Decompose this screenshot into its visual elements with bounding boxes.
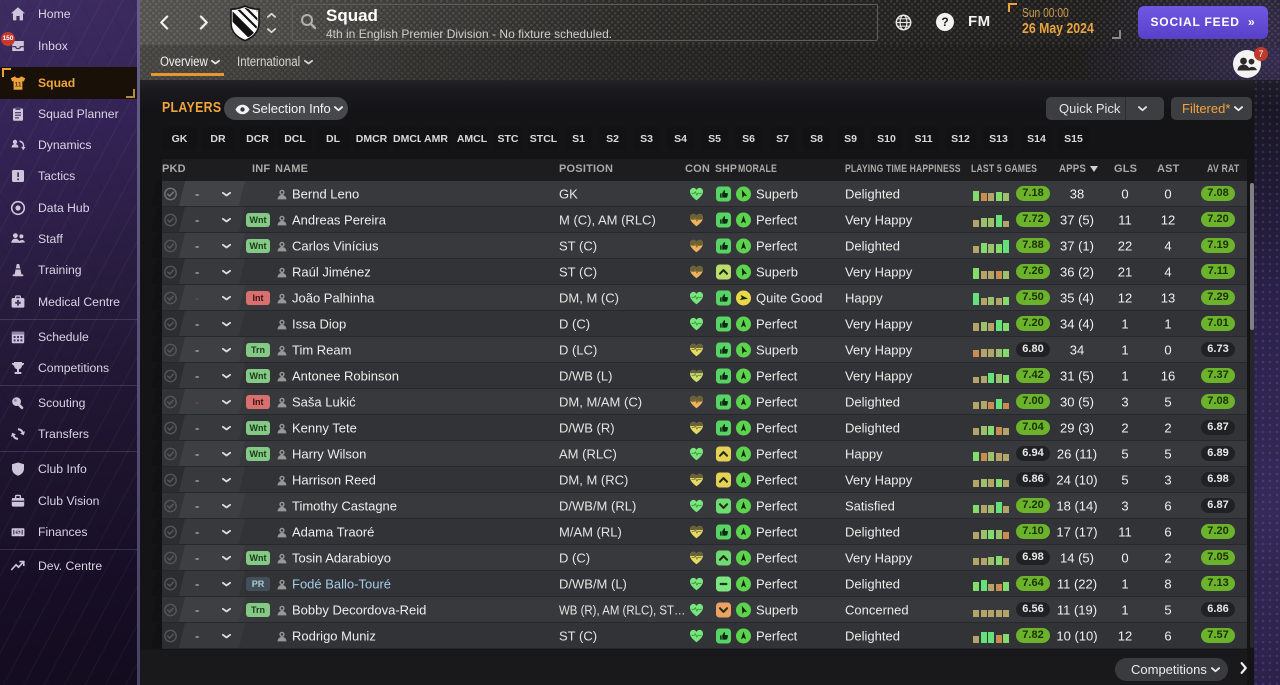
svg-text:11: 11 (15, 82, 22, 89)
svg-text:$: $ (16, 530, 20, 536)
